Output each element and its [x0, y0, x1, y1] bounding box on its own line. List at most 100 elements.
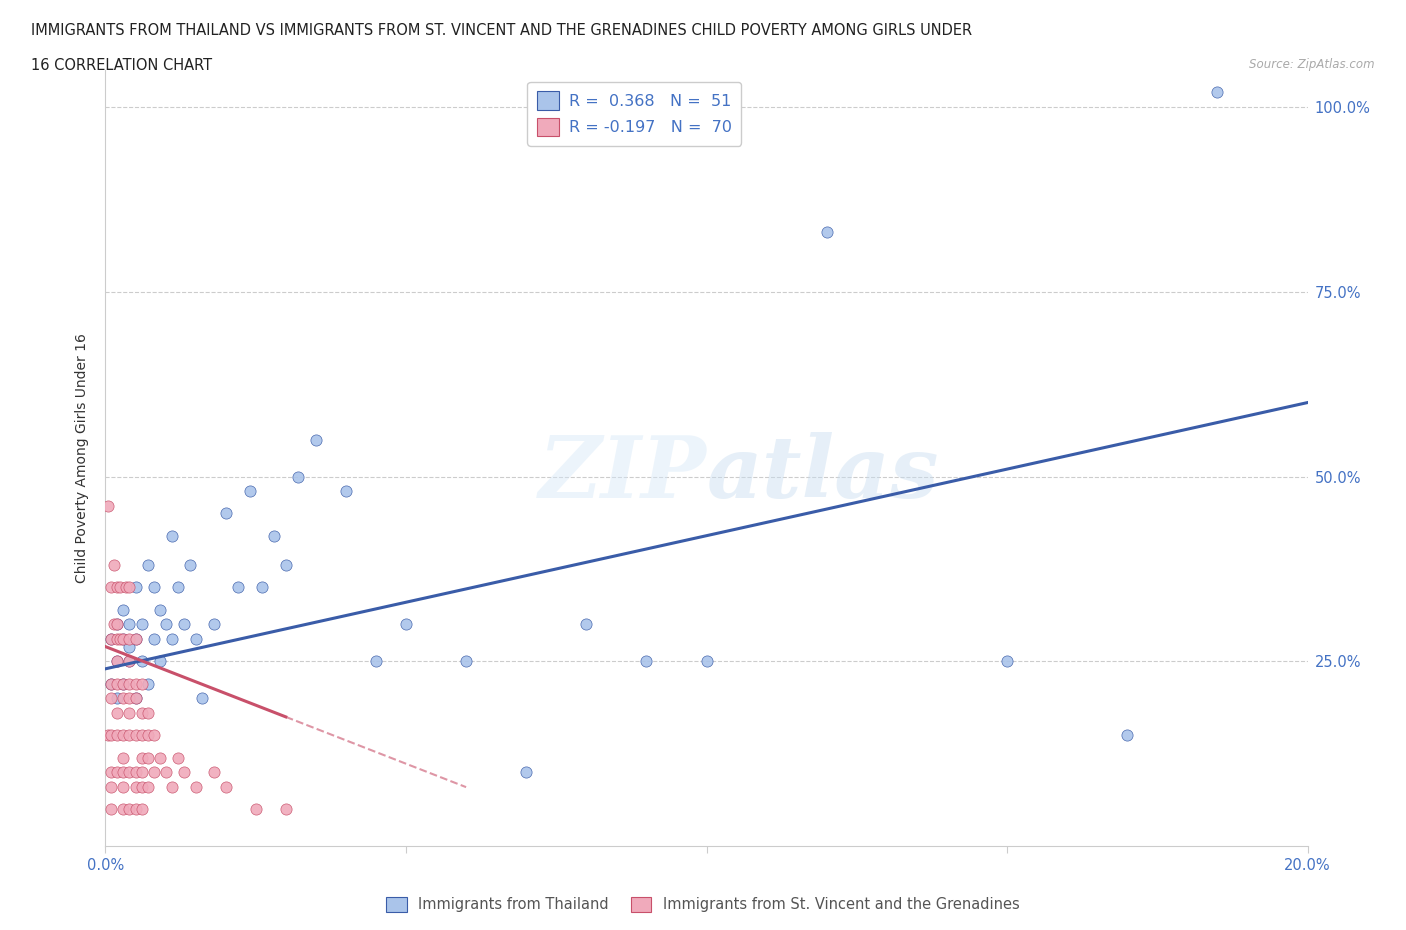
Point	[100, 631, 122, 646]
Point	[136, 558, 159, 573]
Text: IMMIGRANTS FROM THAILAND VS IMMIGRANTS FROM ST. VINCENT AND THE GRENADINES CHILD: IMMIGRANTS FROM THAILAND VS IMMIGRANTS F…	[31, 23, 972, 38]
Point	[107, 764, 129, 779]
Point	[100, 802, 122, 817]
Point	[110, 631, 132, 646]
Point	[112, 631, 135, 646]
Point	[148, 603, 170, 618]
Point	[636, 654, 658, 669]
Point	[131, 779, 153, 794]
Point	[100, 779, 122, 794]
Point	[124, 676, 146, 691]
Point	[202, 764, 225, 779]
Point	[118, 764, 141, 779]
Point	[118, 728, 141, 743]
Point	[97, 498, 120, 513]
Point	[202, 617, 225, 631]
Point	[160, 631, 183, 646]
Point	[112, 728, 135, 743]
Point	[118, 631, 141, 646]
Point	[107, 654, 129, 669]
Point	[107, 617, 129, 631]
Legend: R =  0.368   N =  51, R = -0.197   N =  70: R = 0.368 N = 51, R = -0.197 N = 70	[527, 82, 741, 146]
Point	[148, 654, 170, 669]
Point	[155, 617, 177, 631]
Point	[173, 764, 195, 779]
Point	[131, 728, 153, 743]
Point	[1116, 728, 1139, 743]
Point	[124, 779, 146, 794]
Point	[124, 728, 146, 743]
Point	[112, 779, 135, 794]
Point	[112, 631, 135, 646]
Point	[103, 617, 125, 631]
Point	[97, 728, 120, 743]
Point	[364, 654, 387, 669]
Point	[124, 631, 146, 646]
Point	[696, 654, 718, 669]
Point	[226, 580, 249, 595]
Point	[136, 751, 159, 765]
Point	[103, 558, 125, 573]
Point	[124, 691, 146, 706]
Point	[115, 580, 138, 595]
Text: atlas: atlas	[707, 432, 939, 515]
Point	[124, 802, 146, 817]
Point	[107, 676, 129, 691]
Point	[155, 764, 177, 779]
Point	[142, 764, 165, 779]
Point	[118, 691, 141, 706]
Point	[142, 728, 165, 743]
Point	[100, 764, 122, 779]
Point	[131, 751, 153, 765]
Point	[112, 802, 135, 817]
Point	[142, 631, 165, 646]
Point	[160, 779, 183, 794]
Point	[100, 728, 122, 743]
Point	[131, 802, 153, 817]
Point	[107, 654, 129, 669]
Point	[112, 751, 135, 765]
Point	[166, 580, 188, 595]
Point	[118, 802, 141, 817]
Point	[118, 654, 141, 669]
Point	[112, 603, 135, 618]
Point	[118, 654, 141, 669]
Point	[287, 469, 309, 484]
Point	[131, 676, 153, 691]
Point	[107, 631, 129, 646]
Point	[305, 432, 328, 447]
Point	[112, 764, 135, 779]
Point	[124, 691, 146, 706]
Point	[131, 764, 153, 779]
Point	[118, 617, 141, 631]
Point	[245, 802, 267, 817]
Point	[250, 580, 273, 595]
Point	[274, 558, 297, 573]
Point	[173, 617, 195, 631]
Point	[239, 484, 262, 498]
Point	[995, 654, 1018, 669]
Point	[160, 528, 183, 543]
Point	[136, 728, 159, 743]
Point	[136, 676, 159, 691]
Point	[263, 528, 285, 543]
Point	[107, 691, 129, 706]
Point	[107, 706, 129, 721]
Point	[100, 580, 122, 595]
Point	[815, 225, 838, 240]
Point	[118, 676, 141, 691]
Point	[136, 779, 159, 794]
Point	[118, 580, 141, 595]
Legend: Immigrants from Thailand, Immigrants from St. Vincent and the Grenadines: Immigrants from Thailand, Immigrants fro…	[381, 891, 1025, 918]
Point	[575, 617, 598, 631]
Point	[124, 764, 146, 779]
Point	[214, 779, 236, 794]
Point	[131, 654, 153, 669]
Point	[184, 631, 207, 646]
Point	[107, 617, 129, 631]
Point	[142, 580, 165, 595]
Point	[100, 691, 122, 706]
Point	[274, 802, 297, 817]
Point	[107, 728, 129, 743]
Text: Source: ZipAtlas.com: Source: ZipAtlas.com	[1250, 58, 1375, 71]
